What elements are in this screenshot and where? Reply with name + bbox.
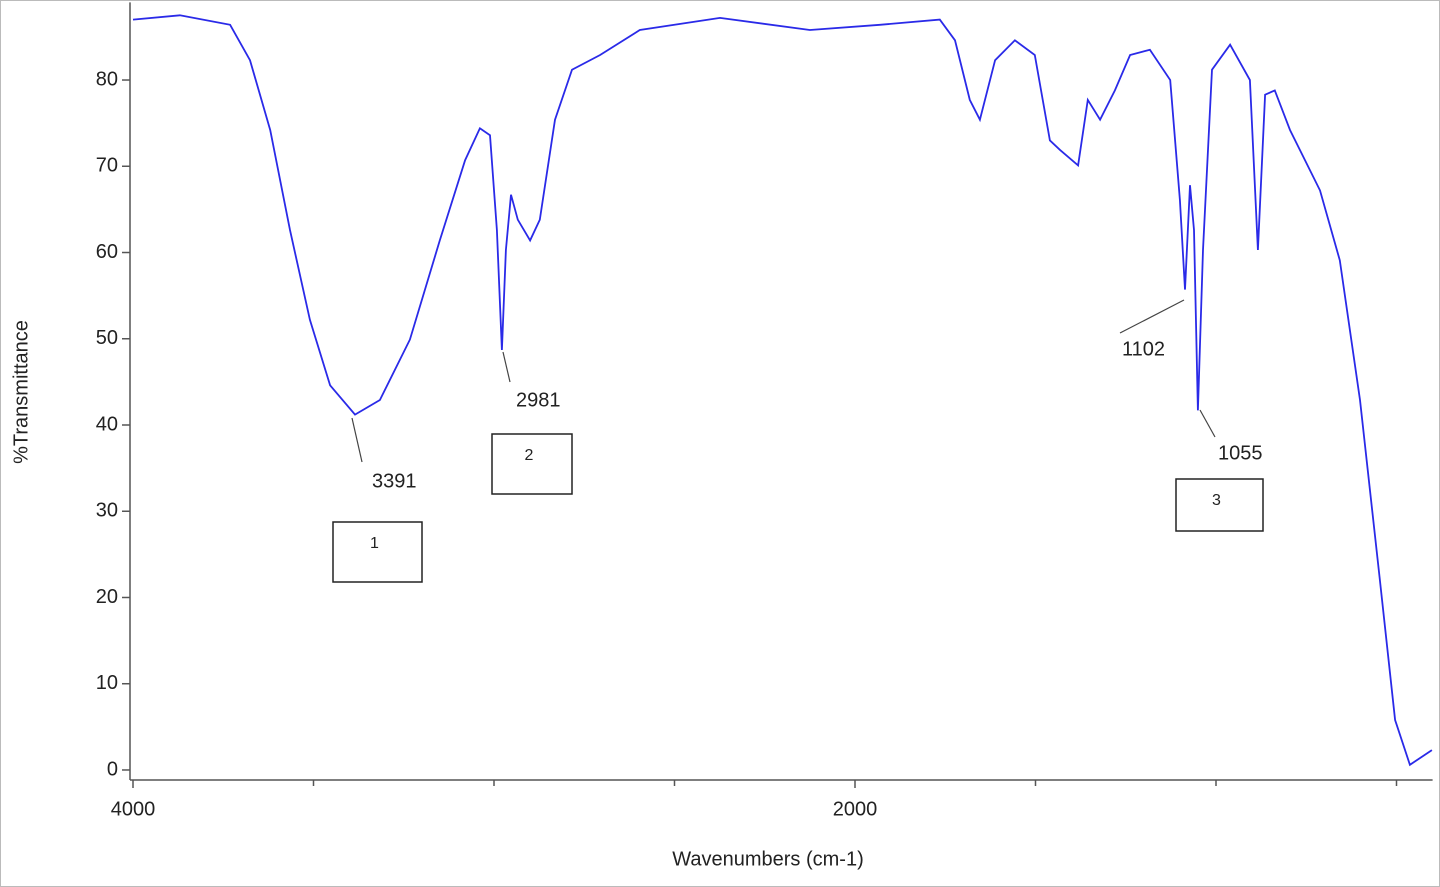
peak-annotation: 2981	[516, 389, 561, 411]
y-tick-label: 40	[96, 413, 118, 435]
label-box	[332, 521, 423, 583]
y-tick-label: 10	[96, 672, 118, 694]
annotation-leader	[351, 417, 363, 463]
label-box	[491, 433, 573, 495]
box-label: 2	[525, 447, 534, 464]
peak-annotation: 1055	[1218, 442, 1263, 464]
y-tick-label: 80	[96, 68, 118, 90]
y-tick-label: 70	[96, 155, 118, 177]
y-tick-label: 60	[96, 241, 118, 263]
y-tick-label: 0	[107, 758, 118, 780]
x-tick-label: 2000	[833, 798, 878, 820]
y-axis-label: %Transmittance	[10, 320, 32, 464]
x-tick-label: 4000	[111, 798, 156, 820]
y-tick-label: 30	[96, 500, 118, 522]
spectrum-line	[132, 14, 1433, 767]
x-axis-label: Wavenumbers (cm-1)	[672, 848, 864, 870]
annotation-leader	[502, 351, 511, 383]
box-label: 3	[1212, 492, 1221, 509]
label-box	[1175, 478, 1264, 532]
y-tick-label: 50	[96, 327, 118, 349]
annotation-leader	[1199, 409, 1216, 438]
peak-annotation: 1102	[1122, 338, 1165, 360]
box-label: 1	[370, 535, 379, 552]
y-tick-label: 20	[96, 586, 118, 608]
peak-annotation: 3391	[372, 470, 417, 492]
annotation-leader	[1119, 299, 1185, 334]
